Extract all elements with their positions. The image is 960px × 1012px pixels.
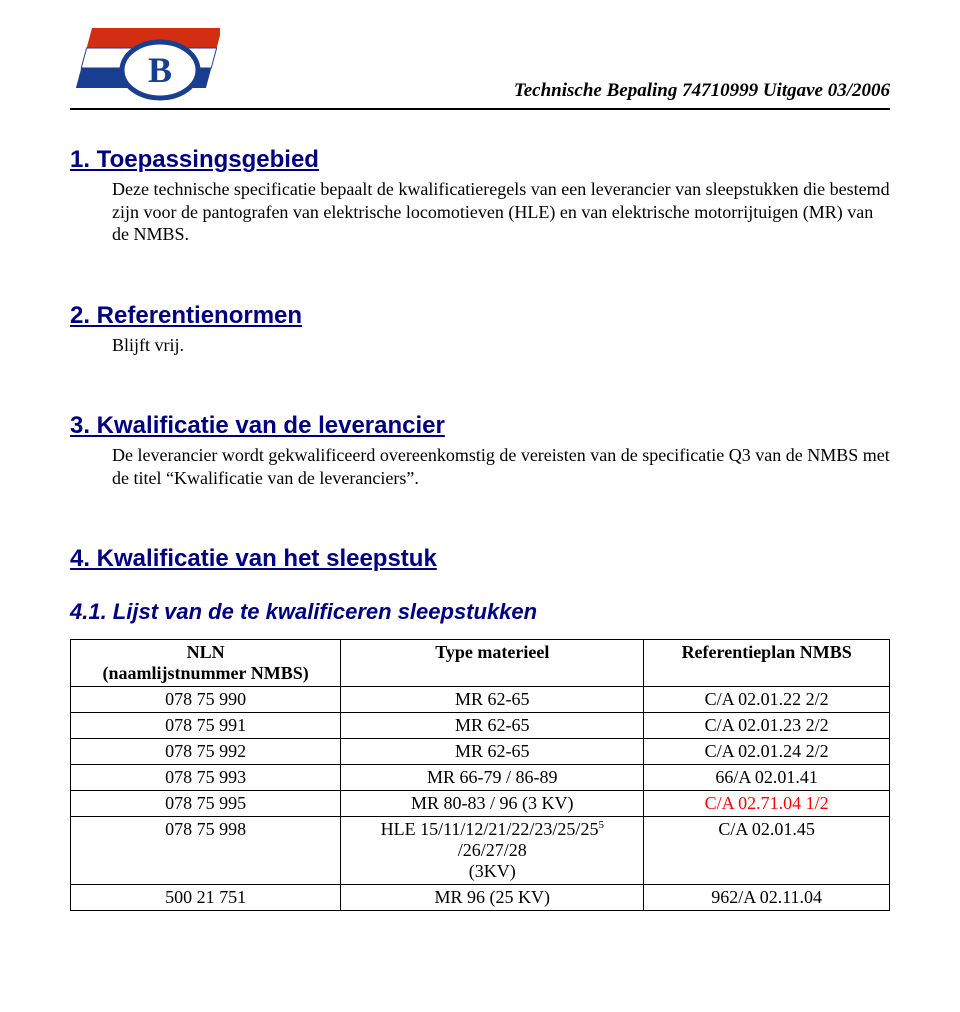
cell-type: MR 66-79 / 86-89 <box>341 765 644 791</box>
cell-type: HLE 15/11/12/21/22/23/25/255 /26/27/28(3… <box>341 817 644 885</box>
cell-type: MR 62-65 <box>341 713 644 739</box>
cell-nln: 078 75 998 <box>71 817 341 885</box>
section-1-heading: 1. Toepassingsgebied <box>70 146 890 174</box>
section-2-body: Blijft vrij. <box>112 334 890 357</box>
table-row: 078 75 995MR 80-83 / 96 (3 KV)C/A 02.71.… <box>71 791 890 817</box>
cell-type: MR 96 (25 KV) <box>341 885 644 911</box>
cell-ref: C/A 02.01.45 <box>644 817 890 885</box>
cell-type: MR 62-65 <box>341 687 644 713</box>
table-row: 078 75 998HLE 15/11/12/21/22/23/25/255 /… <box>71 817 890 885</box>
company-logo: B <box>70 28 220 104</box>
cell-nln: 078 75 995 <box>71 791 341 817</box>
table-row: 078 75 991MR 62-65C/A 02.01.23 2/2 <box>71 713 890 739</box>
header-title: Technische Bepaling 74710999 Uitgave 03/… <box>240 80 890 104</box>
sleepstukken-table: NLN (naamlijstnummer NMBS) Type materiee… <box>70 639 890 911</box>
section-1-body: Deze technische specificatie bepaalt de … <box>112 178 890 246</box>
table-row: 500 21 751MR 96 (25 KV)962/A 02.11.04 <box>71 885 890 911</box>
cell-ref: C/A 02.01.23 2/2 <box>644 713 890 739</box>
cell-nln: 078 75 992 <box>71 739 341 765</box>
document-page: B Technische Bepaling 74710999 Uitgave 0… <box>0 0 960 951</box>
page-header: B Technische Bepaling 74710999 Uitgave 0… <box>70 28 890 110</box>
cell-ref: C/A 02.71.04 1/2 <box>644 791 890 817</box>
cell-ref: 962/A 02.11.04 <box>644 885 890 911</box>
col-nln-header: NLN (naamlijstnummer NMBS) <box>71 640 341 687</box>
section-2-heading: 2. Referentienormen <box>70 302 890 330</box>
col-nln-header-l2: (naamlijstnummer NMBS) <box>103 663 309 683</box>
cell-nln: 078 75 990 <box>71 687 341 713</box>
cell-type: MR 62-65 <box>341 739 644 765</box>
table-header-row: NLN (naamlijstnummer NMBS) Type materiee… <box>71 640 890 687</box>
table-row: 078 75 990MR 62-65C/A 02.01.22 2/2 <box>71 687 890 713</box>
cell-ref: 66/A 02.01.41 <box>644 765 890 791</box>
table-row: 078 75 993MR 66-79 / 86-8966/A 02.01.41 <box>71 765 890 791</box>
section-3-body: De leverancier wordt gekwalificeerd over… <box>112 444 890 489</box>
cell-nln: 078 75 991 <box>71 713 341 739</box>
cell-nln: 500 21 751 <box>71 885 341 911</box>
section-3-heading: 3. Kwalificatie van de leverancier <box>70 412 890 440</box>
svg-text:B: B <box>148 50 172 90</box>
cell-ref: C/A 02.01.22 2/2 <box>644 687 890 713</box>
section-4-heading: 4. Kwalificatie van het sleepstuk <box>70 545 890 573</box>
section-4-1-heading: 4.1. Lijst van de te kwalificeren sleeps… <box>70 599 890 625</box>
col-ref-header: Referentieplan NMBS <box>644 640 890 687</box>
cell-nln: 078 75 993 <box>71 765 341 791</box>
cell-type: MR 80-83 / 96 (3 KV) <box>341 791 644 817</box>
col-type-header: Type materieel <box>341 640 644 687</box>
col-nln-header-l1: NLN <box>187 642 225 662</box>
cell-ref: C/A 02.01.24 2/2 <box>644 739 890 765</box>
table-row: 078 75 992MR 62-65C/A 02.01.24 2/2 <box>71 739 890 765</box>
